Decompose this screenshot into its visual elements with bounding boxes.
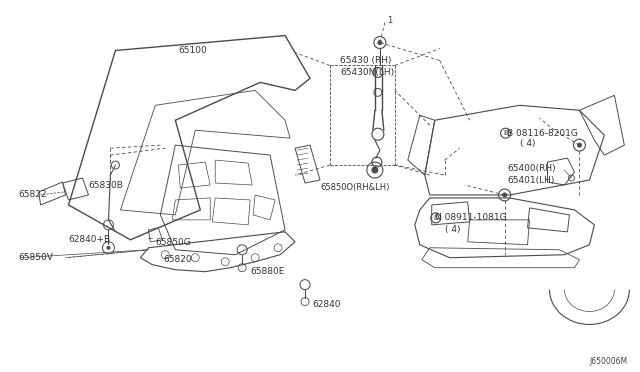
Text: 65880E: 65880E (250, 267, 285, 276)
Circle shape (106, 246, 111, 250)
Text: 65850V: 65850V (19, 253, 54, 262)
Text: 65820: 65820 (163, 255, 192, 264)
Text: 65430 (RH): 65430 (RH) (340, 56, 392, 65)
Text: 65850O(RH&LH): 65850O(RH&LH) (320, 183, 389, 192)
Text: 65850G: 65850G (156, 238, 191, 247)
Text: 62840+B: 62840+B (68, 235, 111, 244)
Circle shape (577, 143, 581, 147)
Circle shape (372, 167, 378, 173)
Circle shape (378, 41, 382, 45)
Text: J650006M: J650006M (589, 357, 628, 366)
Text: ( 4): ( 4) (445, 225, 460, 234)
Text: 65822: 65822 (19, 190, 47, 199)
Text: 65400(RH): 65400(RH) (508, 164, 556, 173)
Text: 65100: 65100 (179, 46, 207, 55)
Text: 65401(LH): 65401(LH) (508, 176, 555, 185)
Text: B 08116-8201G: B 08116-8201G (507, 129, 577, 138)
Text: N: N (433, 215, 438, 221)
Text: B: B (503, 130, 508, 136)
Text: 62840: 62840 (312, 300, 340, 309)
Text: 65830B: 65830B (88, 180, 124, 189)
Text: 65430N(LH): 65430N(LH) (340, 68, 394, 77)
Text: 1: 1 (387, 16, 392, 25)
Text: N 08911-1081G: N 08911-1081G (435, 214, 506, 222)
Text: ( 4): ( 4) (520, 139, 535, 148)
Circle shape (502, 193, 507, 197)
